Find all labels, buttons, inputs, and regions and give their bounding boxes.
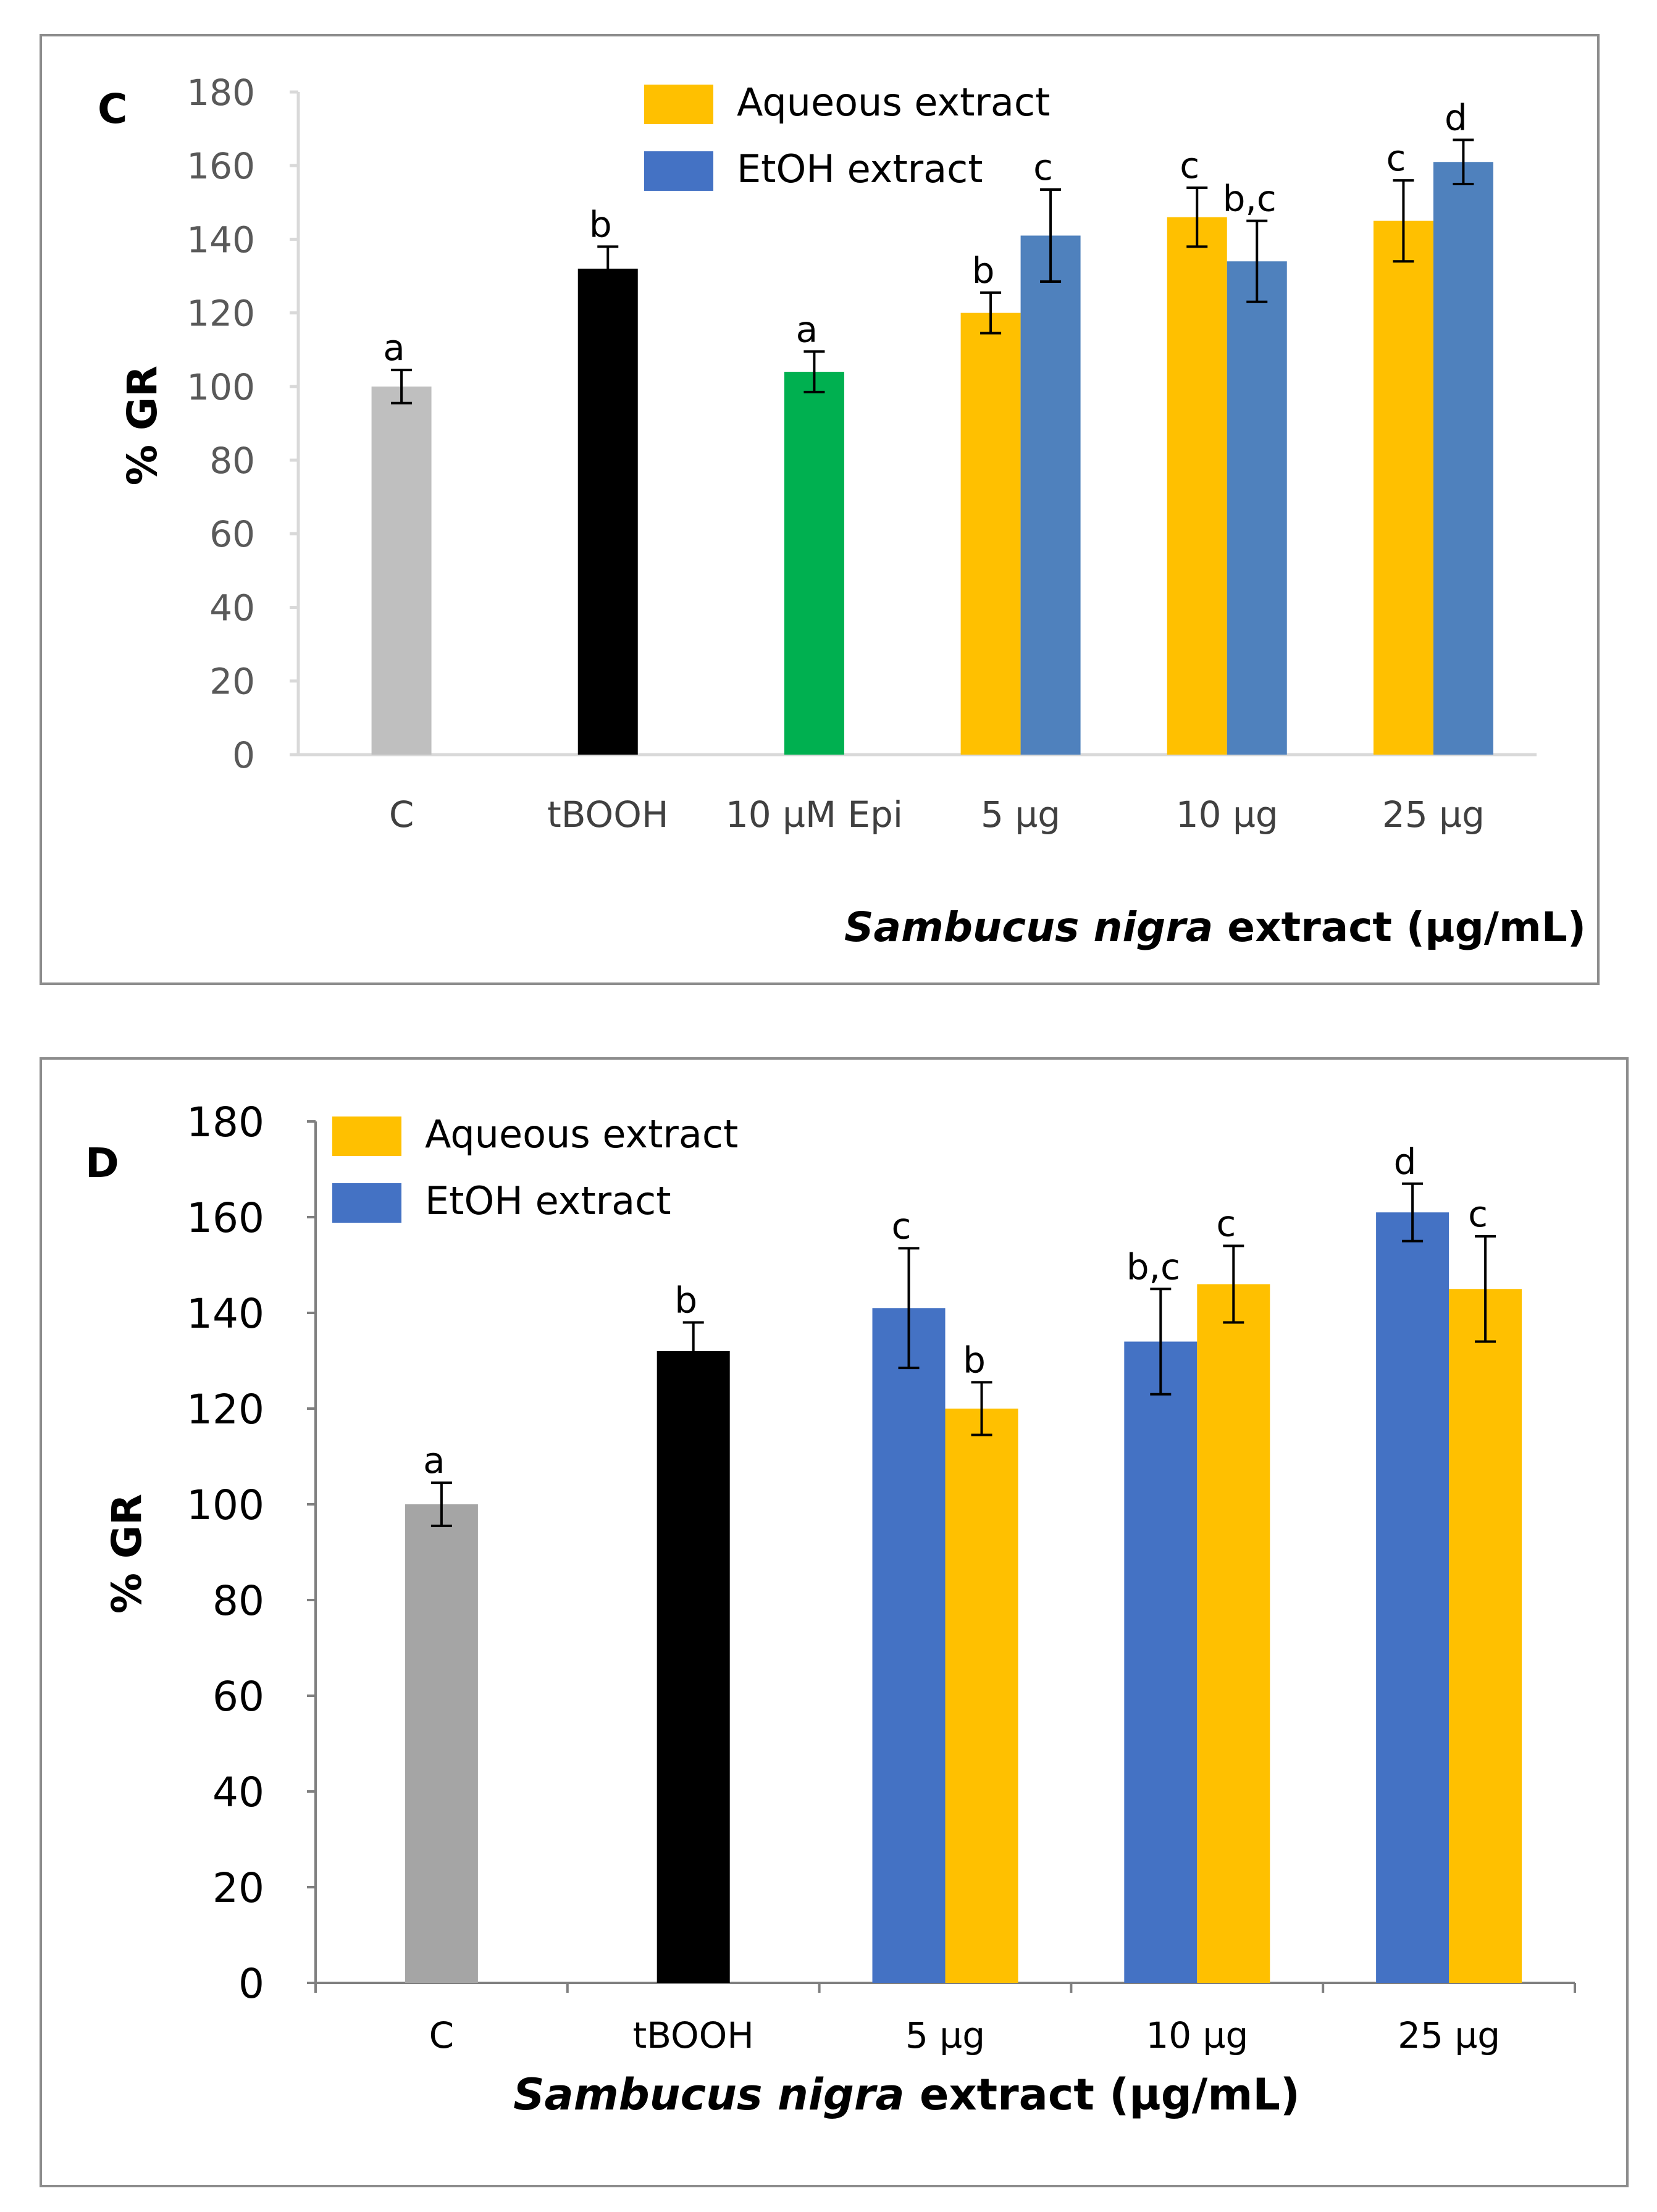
- d-x-tick-label: tBOOH: [632, 2014, 753, 2056]
- d-significance-label: c: [1216, 1203, 1236, 1245]
- d-y-tick-label: 120: [187, 1386, 264, 1433]
- d-bar-aqueous-extract: [1449, 1289, 1522, 1983]
- c-x-tick-label: tBOOH: [547, 794, 668, 836]
- d-y-tick-label: 80: [212, 1577, 264, 1625]
- c-significance-label: c: [1180, 145, 1199, 186]
- d-legend-label: EtOH extract: [425, 1178, 671, 1223]
- d-x-tick-label: 25 µg: [1398, 2014, 1500, 2056]
- c-y-tick-label: 140: [187, 219, 255, 261]
- d-y-tick-label: 100: [187, 1481, 264, 1529]
- c-x-axis-label: Sambucus nigra extract (µg/mL): [844, 903, 1586, 951]
- d-y-tick-label: 180: [187, 1099, 264, 1146]
- c-bar-aqueous-extract: [960, 312, 1021, 755]
- d-y-tick-label: 140: [187, 1290, 264, 1338]
- chart-c-svg: 0 20 40 60 80 100 120 140 160 180 C tBOOH 10 µM Epi 5…: [98, 72, 1586, 951]
- c-bar-aqueous-extract: [1167, 217, 1227, 755]
- c-x-tick-label: 25 µg: [1382, 794, 1485, 836]
- c-bar-etoh-extract: [1433, 162, 1493, 755]
- d-bar-aqueous-extract: [1197, 1284, 1270, 1983]
- d-bar-etoh-extract: [1124, 1341, 1198, 1983]
- c-significance-label: d: [1445, 96, 1467, 138]
- c-significance-label: c: [1386, 137, 1406, 179]
- c-legend-label: EtOH extract: [737, 146, 983, 191]
- chart-d-svg: 0 20 40 60 80 100 120 140 160 180 C tBOOH 5 µg 10 µg 2…: [85, 1099, 1576, 2120]
- d-legend-label: Aqueous extract: [425, 1112, 738, 1157]
- c-bar-tbooh: [577, 269, 638, 755]
- c-y-tick-label: 120: [187, 293, 255, 335]
- d-x-axis-label-species: Sambucus nigra: [513, 2069, 905, 2120]
- c-significance-label: b: [972, 249, 995, 291]
- c-x-axis-label-species: Sambucus nigra: [844, 903, 1213, 951]
- d-x-axis-label-units: extract (µg/mL): [905, 2069, 1300, 2120]
- c-y-tick-label: 0: [232, 734, 255, 776]
- c-y-axis-label: % GR: [119, 366, 166, 485]
- d-x-tick-label: 5 µg: [905, 2014, 985, 2056]
- d-significance-label: b: [963, 1339, 986, 1381]
- d-significance-label: c: [1468, 1193, 1488, 1235]
- c-y-tick-label: 20: [209, 661, 255, 703]
- d-y-tick-label: 40: [212, 1769, 264, 1816]
- d-x-tick-label: C: [429, 2014, 455, 2056]
- c-bar-control: [371, 386, 432, 755]
- c-significance-label: b: [589, 203, 612, 245]
- c-legend-label: Aqueous extract: [737, 80, 1050, 125]
- c-y-tick-label: 160: [187, 145, 255, 187]
- c-x-tick-label: 10 µg: [1176, 794, 1278, 836]
- c-significance-label: a: [796, 308, 818, 350]
- c-y-tick-label: 180: [187, 72, 255, 114]
- c-bar-etoh-extract: [1227, 261, 1287, 755]
- c-bar-etoh-extract: [1020, 235, 1081, 755]
- d-bar-etoh-extract: [872, 1308, 946, 1983]
- d-bar-tbooh: [657, 1351, 730, 1983]
- c-significance-label: c: [1033, 146, 1053, 188]
- d-y-axis-label: % GR: [103, 1494, 151, 1614]
- c-y-tick-label: 80: [209, 440, 255, 482]
- c-x-tick-label: C: [389, 794, 414, 836]
- d-significance-label: c: [892, 1205, 912, 1247]
- d-y-tick-label: 20: [212, 1864, 264, 1912]
- c-y-tick-label: 100: [187, 366, 255, 408]
- c-y-tick-label: 60: [209, 513, 255, 555]
- c-legend-swatch: [644, 151, 713, 191]
- d-significance-label: b,c: [1126, 1246, 1180, 1288]
- c-x-tick-label: 5 µg: [981, 794, 1060, 836]
- c-significance-label: b,c: [1223, 178, 1277, 220]
- d-y-tick-label: 0: [238, 1960, 264, 2008]
- d-legend-swatch: [332, 1116, 401, 1156]
- d-bar-control: [405, 1504, 478, 1983]
- d-significance-label: b: [674, 1280, 697, 1322]
- d-panel-letter: D: [85, 1139, 119, 1187]
- c-bar-10-m-epi: [784, 372, 844, 755]
- c-bar-aqueous-extract: [1373, 220, 1433, 755]
- d-y-tick-label: 160: [187, 1194, 264, 1242]
- d-legend-swatch: [332, 1183, 401, 1223]
- c-x-tick-label: 10 µM Epi: [726, 794, 903, 836]
- c-legend-swatch: [644, 85, 713, 124]
- c-x-axis-label-units: extract (µg/mL): [1213, 903, 1586, 951]
- d-significance-label: a: [423, 1439, 445, 1481]
- d-y-tick-label: 60: [212, 1673, 264, 1720]
- d-x-tick-label: 10 µg: [1146, 2014, 1248, 2056]
- d-x-axis-label: Sambucus nigra extract (µg/mL): [513, 2069, 1300, 2120]
- c-y-tick-label: 40: [209, 587, 255, 629]
- d-bar-aqueous-extract: [945, 1409, 1018, 1983]
- c-panel-letter: C: [98, 85, 127, 133]
- d-significance-label: d: [1394, 1141, 1417, 1183]
- c-significance-label: a: [383, 327, 405, 369]
- d-bar-etoh-extract: [1376, 1212, 1449, 1983]
